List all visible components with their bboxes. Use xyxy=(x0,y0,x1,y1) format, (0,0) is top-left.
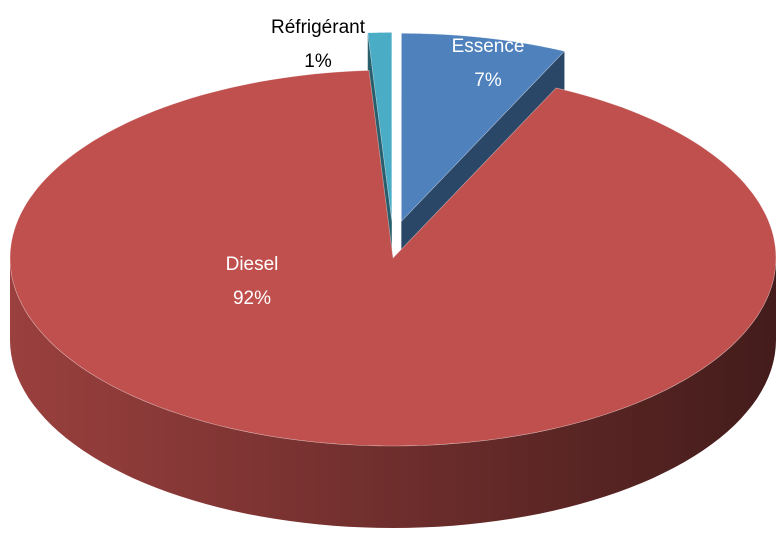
slice xyxy=(401,33,565,223)
slice-value-label: 92% xyxy=(233,288,271,309)
slice-side xyxy=(10,258,776,528)
slice-value-label: 7% xyxy=(474,70,502,91)
slice-label: Réfrigérant xyxy=(271,17,366,38)
slice-label: Essence xyxy=(452,36,525,57)
slice-value-label: 1% xyxy=(304,51,332,72)
slice xyxy=(367,32,393,221)
slice xyxy=(9,70,777,447)
slice-label: Diesel xyxy=(226,254,279,275)
